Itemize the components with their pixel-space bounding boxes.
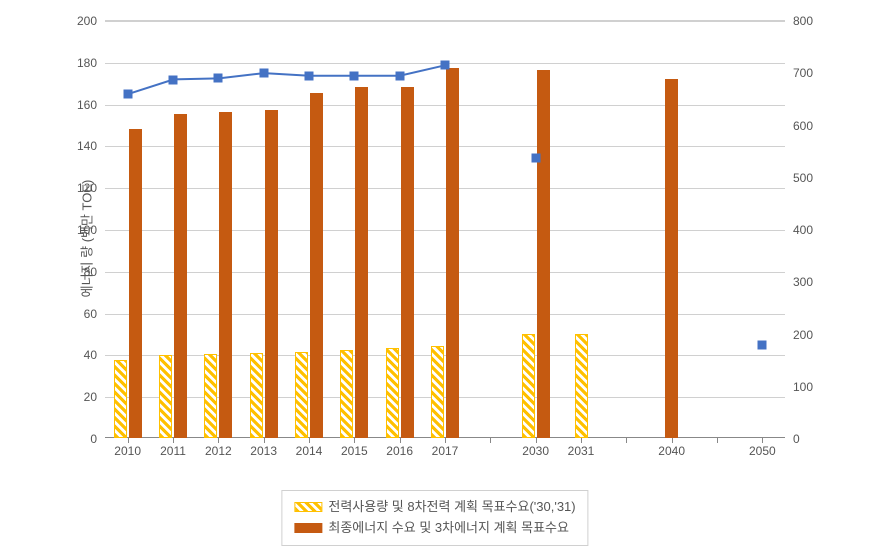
x-tick-mark (626, 438, 627, 443)
y-right-tick: 0 (785, 432, 800, 446)
y-right-tick: 200 (785, 328, 813, 342)
bar-yellow (114, 360, 127, 438)
x-tick: 2016 (386, 438, 413, 458)
grid-line (105, 21, 785, 22)
bar-yellow (431, 346, 444, 438)
x-tick: 2040 (658, 438, 685, 458)
y-left-tick: 20 (84, 390, 105, 404)
energy-chart: 0204060801001201401601802000100200300400… (0, 0, 870, 543)
bar-yellow (340, 350, 353, 438)
bar-yellow (295, 352, 308, 438)
legend-swatch-orange-icon (294, 523, 322, 533)
bar-orange (537, 70, 550, 438)
y-axis-left-label: 에너지 량 (백만 TOE) (76, 180, 95, 298)
grid-line (105, 146, 785, 147)
x-tick-mark (717, 438, 718, 443)
bar-yellow (204, 354, 217, 438)
x-tick-mark (490, 438, 491, 443)
line-marker (531, 153, 540, 162)
bar-orange (446, 68, 459, 438)
bar-orange (665, 79, 678, 438)
y-right-tick: 600 (785, 119, 813, 133)
grid-line (105, 105, 785, 106)
line-marker (758, 340, 767, 349)
grid-line (105, 188, 785, 189)
x-tick: 2031 (568, 438, 595, 458)
x-tick: 2017 (432, 438, 459, 458)
y-left-tick: 60 (84, 307, 105, 321)
y-right-tick: 400 (785, 223, 813, 237)
line-marker (350, 71, 359, 80)
legend-item-yellow: 전력사용량 및 8차전력 계획 목표수요('30,'31) (294, 497, 575, 518)
legend: 전력사용량 및 8차전력 계획 목표수요('30,'31) 최종에너지 수요 및… (281, 490, 588, 546)
bar-orange (401, 87, 414, 438)
line-marker (123, 90, 132, 99)
x-tick: 2015 (341, 438, 368, 458)
y-left-tick: 140 (77, 139, 105, 153)
bar-yellow (386, 348, 399, 438)
line-marker (259, 69, 268, 78)
legend-item-orange: 최종에너지 수요 및 3차에너지 계획 목표수요 (294, 518, 575, 539)
y-right-tick: 500 (785, 171, 813, 185)
y-right-tick: 300 (785, 275, 813, 289)
y-right-tick: 800 (785, 14, 813, 28)
line-marker (214, 74, 223, 83)
grid-line (105, 272, 785, 273)
x-tick: 2010 (114, 438, 141, 458)
bar-yellow (250, 353, 263, 438)
y-left-tick: 180 (77, 56, 105, 70)
bar-yellow (159, 355, 172, 438)
grid-line (105, 230, 785, 231)
y-left-tick: 40 (84, 348, 105, 362)
bar-orange (265, 110, 278, 438)
legend-label-yellow: 전력사용량 및 8차전력 계획 목표수요('30,'31) (328, 497, 575, 518)
bar-orange (310, 93, 323, 438)
x-tick: 2050 (749, 438, 776, 458)
line-marker (305, 71, 314, 80)
y-right-tick: 100 (785, 380, 813, 394)
x-tick: 2014 (296, 438, 323, 458)
bar-orange (129, 129, 142, 438)
y-left-tick: 200 (77, 14, 105, 28)
bar-yellow (575, 334, 588, 439)
x-tick: 2013 (250, 438, 277, 458)
legend-swatch-yellow-icon (294, 502, 322, 512)
bar-yellow (522, 334, 535, 439)
legend-label-orange: 최종에너지 수요 및 3차에너지 계획 목표수요 (328, 518, 569, 539)
x-tick: 2012 (205, 438, 232, 458)
bar-orange (219, 112, 232, 438)
grid-line (105, 314, 785, 315)
plot-area: 0204060801001201401601802000100200300400… (105, 20, 785, 438)
x-tick: 2030 (522, 438, 549, 458)
y-right-tick: 700 (785, 66, 813, 80)
line-marker (395, 71, 404, 80)
line-marker (169, 75, 178, 84)
bar-orange (355, 87, 368, 438)
line-marker (441, 61, 450, 70)
bar-orange (174, 114, 187, 438)
y-left-tick: 160 (77, 98, 105, 112)
x-tick: 2011 (160, 438, 186, 458)
y-left-tick: 0 (90, 432, 105, 446)
